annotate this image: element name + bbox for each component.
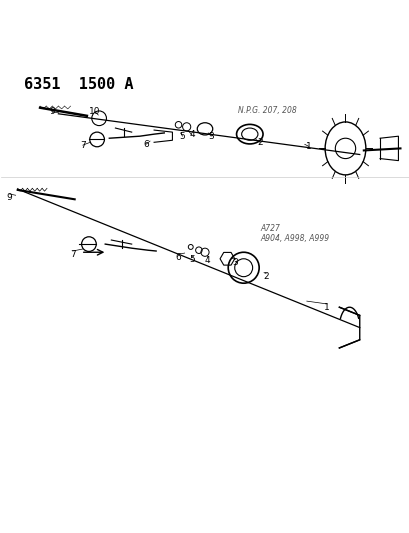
Text: 9: 9 [7,193,12,202]
Text: 6: 6 [175,253,181,262]
Text: 6: 6 [143,140,148,149]
Text: 6351  1500 A: 6351 1500 A [24,77,133,92]
Text: 2: 2 [256,138,262,147]
Text: A727
A904, A998, A999: A727 A904, A998, A999 [259,224,328,243]
Text: 7: 7 [80,141,85,150]
Text: 5: 5 [179,132,185,141]
Text: 4: 4 [204,256,209,265]
Text: 7: 7 [70,250,75,259]
Text: 3: 3 [208,132,213,141]
Text: 2: 2 [263,272,268,281]
Text: 5: 5 [189,255,194,264]
Text: 9: 9 [49,107,55,116]
Text: 3: 3 [232,258,238,267]
Text: 4: 4 [189,131,194,140]
Text: N.P.G. 207, 208: N.P.G. 207, 208 [237,106,296,115]
Text: 1: 1 [305,142,311,151]
Text: 1: 1 [324,303,329,312]
Text: 10: 10 [89,107,101,116]
